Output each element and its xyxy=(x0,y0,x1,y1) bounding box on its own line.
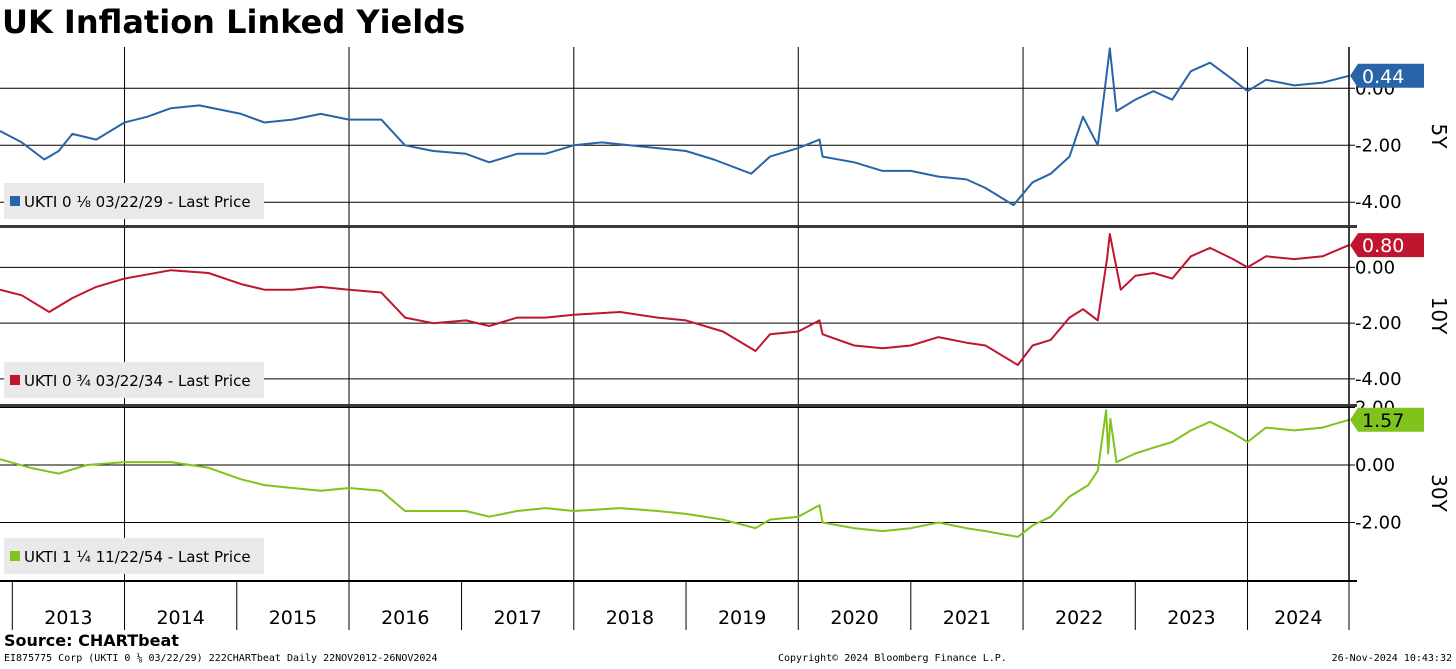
series-line-10y xyxy=(0,233,1350,366)
x-tick-label: 2020 xyxy=(830,607,878,629)
x-tick-label: 2018 xyxy=(606,607,654,629)
x-tick-label: 2023 xyxy=(1167,607,1215,629)
last-value-flag xyxy=(1350,233,1424,258)
last-value-flag xyxy=(1350,407,1424,432)
footer-copyright: Copyright© 2024 Bloomberg Finance L.P. xyxy=(778,653,1007,664)
y-tick-label: -2.00 xyxy=(1355,512,1402,533)
x-axis-line xyxy=(0,580,1357,582)
x-tick-label: 2015 xyxy=(269,607,317,629)
legend-box xyxy=(4,183,264,219)
chart-title: UK Inflation Linked Yields xyxy=(2,3,466,41)
legend-swatch xyxy=(10,551,20,561)
legend-label: UKTI 0 ¾ 03/22/34 - Last Price xyxy=(24,372,251,390)
series-line-30y xyxy=(0,409,1350,538)
legend-swatch xyxy=(10,196,20,206)
y-tick-label: 0.00 xyxy=(1355,257,1395,278)
tenor-label: 30Y xyxy=(1427,474,1451,512)
x-tick-label: 2014 xyxy=(156,607,204,629)
x-tick-label: 2022 xyxy=(1055,607,1103,629)
x-tick-label: 2017 xyxy=(493,607,541,629)
series-line-5y xyxy=(0,47,1350,207)
panel-separator xyxy=(0,404,1357,407)
y-tick-label: -2.00 xyxy=(1355,313,1402,334)
x-tick-label: 2013 xyxy=(44,607,92,629)
x-tick-label: 2016 xyxy=(381,607,429,629)
last-value-label: 0.44 xyxy=(1362,66,1404,88)
tenor-label: 10Y xyxy=(1427,297,1451,335)
y-tick-label: -4.00 xyxy=(1355,369,1402,390)
last-value-flag xyxy=(1350,63,1424,88)
legend-label: UKTI 1 ¼ 11/22/54 - Last Price xyxy=(24,548,251,566)
x-tick-label: 2021 xyxy=(943,607,991,629)
legend-box xyxy=(4,362,264,398)
legend-box xyxy=(4,538,264,574)
last-value-label: 1.57 xyxy=(1362,410,1404,432)
y-tick-label: -2.00 xyxy=(1355,135,1402,156)
x-tick-label: 2019 xyxy=(718,607,766,629)
source-label: Source: CHARTbeat xyxy=(4,631,179,650)
panel-separator xyxy=(0,225,1357,228)
footer-ticker: EI875775 Corp (UKTI 0 ⅛ 03/22/29) 222CHA… xyxy=(4,653,438,664)
legend-swatch xyxy=(10,375,20,385)
footer-timestamp: 26-Nov-2024 10:43:32 xyxy=(1331,653,1452,664)
tenor-label: 5Y xyxy=(1427,124,1451,150)
y-tick-label: 0.00 xyxy=(1355,455,1395,476)
legend-label: UKTI 0 ⅛ 03/22/29 - Last Price xyxy=(24,193,251,211)
last-value-label: 0.80 xyxy=(1362,235,1404,257)
x-tick-label: 2024 xyxy=(1274,607,1322,629)
y-tick-label: -4.00 xyxy=(1355,192,1402,213)
